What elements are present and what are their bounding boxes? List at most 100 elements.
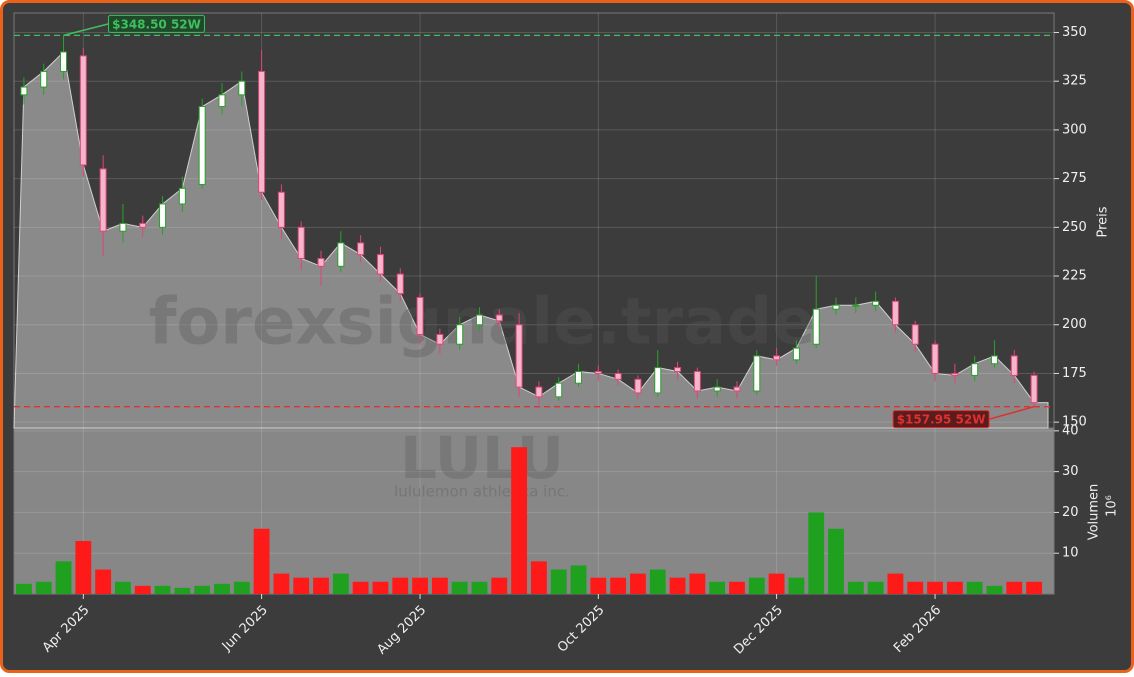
candle-body	[178, 187, 186, 205]
y-tick-label: 350	[1062, 25, 1087, 40]
volume-bar	[729, 581, 745, 594]
volume-bar	[1006, 581, 1023, 594]
candle-body	[238, 80, 246, 96]
candle-body	[218, 94, 226, 108]
candle-body	[535, 386, 543, 398]
candle-body	[614, 372, 622, 380]
volume-bar	[788, 577, 805, 594]
y-tick-label: 325	[1062, 74, 1087, 89]
volume-bar	[907, 581, 924, 594]
volume-bar	[847, 581, 864, 594]
volume-bar	[15, 583, 32, 594]
y-tick-label: 20	[1062, 505, 1079, 520]
candle-body	[891, 300, 899, 326]
y-axis-label: Preis	[1096, 206, 1111, 237]
volume-bar	[253, 528, 270, 594]
volume-bar	[313, 577, 329, 594]
volume-bar	[115, 581, 131, 594]
y-tick-label: 30	[1062, 464, 1079, 479]
y-tick-label: 225	[1062, 269, 1087, 284]
volume-bar	[748, 577, 765, 594]
volume-bar	[1026, 581, 1043, 594]
volume-bar	[689, 573, 706, 594]
candle-body	[693, 370, 701, 392]
volume-bar	[35, 581, 52, 594]
candle-body	[456, 324, 464, 345]
candle-body	[139, 222, 147, 228]
offset-label: 10⁶	[1105, 495, 1120, 517]
volume-bar	[412, 577, 428, 594]
annotation-box	[108, 14, 206, 33]
y-tick-label: 150	[1062, 415, 1087, 430]
candle-body	[575, 370, 583, 384]
y-axis-label: Volumen	[1087, 484, 1102, 541]
volume-bar	[768, 573, 785, 594]
y-tick-label: 10	[1062, 546, 1079, 561]
candle-body	[337, 242, 345, 267]
volume-bar	[966, 581, 983, 594]
volume-bar	[134, 585, 151, 594]
volume-bar	[491, 577, 508, 594]
volume-bar	[828, 528, 844, 594]
volume-bar	[214, 583, 230, 594]
candle-body	[911, 324, 919, 345]
annotation-arrow	[988, 405, 1035, 420]
candle-body	[60, 51, 68, 72]
volume-bar	[471, 581, 488, 594]
candle-body	[812, 308, 820, 345]
volume-bar	[75, 540, 92, 594]
candle-body	[555, 382, 563, 398]
candle-body	[198, 106, 206, 185]
candle-body	[1010, 355, 1018, 376]
candle-body	[773, 355, 781, 361]
candle-body	[396, 273, 404, 295]
candle-body	[971, 363, 979, 376]
volume-bar	[986, 585, 1003, 594]
volume-bar	[808, 512, 825, 594]
volume-bar	[669, 577, 686, 594]
candle-body	[317, 257, 325, 267]
volume-bar	[372, 581, 389, 594]
candle-body	[416, 296, 424, 335]
volume-bar	[887, 573, 904, 594]
candle-body	[753, 355, 761, 392]
volume-bar	[55, 561, 72, 594]
volume-bar	[233, 581, 250, 594]
volume-bar	[590, 577, 607, 594]
candle-body	[357, 242, 365, 256]
candle-body	[931, 343, 939, 374]
candle-body	[119, 222, 127, 232]
candle-body	[376, 254, 384, 275]
volume-bar	[649, 569, 666, 594]
symbol-watermark: LULU	[400, 424, 564, 492]
candle-body	[594, 370, 602, 374]
y-tick-label: 250	[1062, 220, 1087, 235]
volume-bar	[709, 581, 726, 594]
candle-body	[20, 86, 28, 96]
volume-bar	[174, 587, 191, 594]
volume-bar	[392, 577, 409, 594]
volume-bar	[293, 577, 310, 594]
volume-bar	[273, 573, 290, 594]
annotation-box	[892, 410, 990, 429]
volume-bar	[946, 581, 963, 594]
candle-body	[495, 314, 503, 322]
volume-bar	[451, 581, 468, 594]
volume-bar	[95, 569, 112, 594]
volume-bar	[154, 585, 171, 594]
candle-body	[159, 203, 167, 228]
candle-body	[277, 191, 285, 228]
volume-bar	[570, 565, 587, 594]
y-tick-label: 175	[1062, 366, 1087, 381]
candle-body	[852, 304, 860, 307]
volume-bar	[530, 561, 547, 594]
candle-body	[951, 372, 959, 376]
candle-body	[792, 347, 800, 361]
volume-bar	[194, 585, 211, 594]
y-tick-label: 200	[1062, 317, 1087, 332]
volume-bar	[630, 573, 646, 594]
y-tick-label: 300	[1062, 122, 1087, 137]
candle-body	[733, 386, 741, 392]
candle-body	[258, 70, 266, 193]
